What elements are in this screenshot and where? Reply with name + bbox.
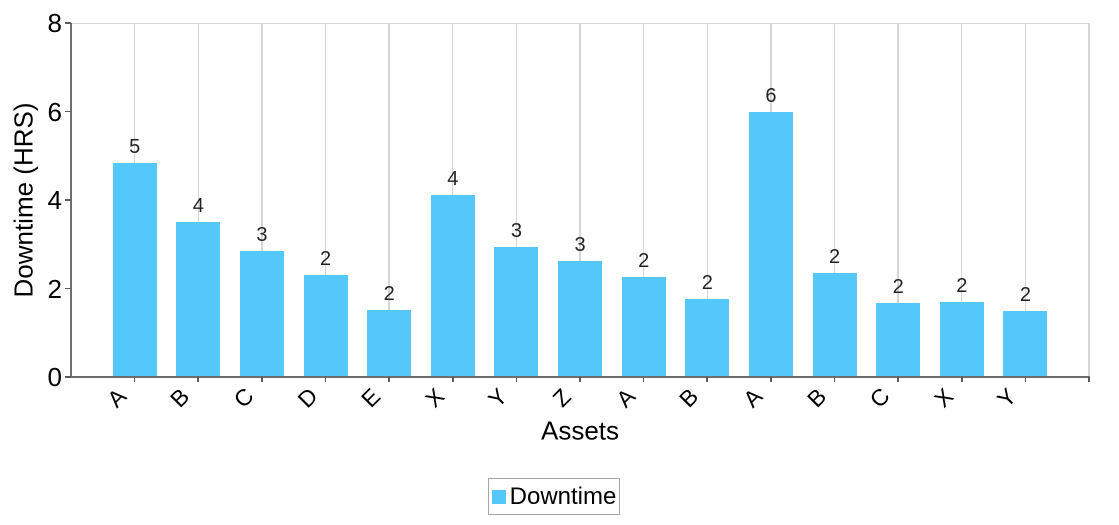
plot-area: 5 4 3 2 2 4 3 3 2 2 6 2 2 2 2: [71, 23, 1090, 377]
y-axis-title: Downtime (HRS): [8, 102, 39, 298]
y-tick-label: 0: [47, 362, 62, 392]
x-axis-tick: [642, 377, 645, 382]
x-axis-tick: [261, 377, 263, 382]
category-gridline: [388, 23, 390, 377]
x-axis-tick: [324, 377, 327, 382]
y-axis-tick: [65, 110, 71, 113]
y-axis-tick: [65, 22, 71, 24]
x-axis-tick: [133, 377, 136, 382]
x-axis-tick: [1088, 377, 1090, 382]
x-category-label: X: [419, 383, 450, 413]
bar-b-9: [685, 299, 730, 377]
bar-c-12: [876, 303, 921, 377]
bar-value-label: 5: [129, 136, 141, 159]
x-category-label: B: [801, 383, 831, 413]
plot-right-border: [1088, 23, 1090, 377]
x-axis-line: [71, 376, 1090, 378]
bar-value-label: 2: [319, 248, 332, 271]
bar-a-0: [112, 163, 157, 377]
bar-b-1: [176, 221, 221, 377]
bar-a-8: [621, 277, 666, 377]
x-category-label: C: [228, 382, 259, 413]
category-gridline: [833, 23, 836, 377]
x-category-label: X: [928, 383, 959, 413]
y-axis-tick: [65, 376, 71, 378]
category-gridline: [961, 23, 963, 377]
x-category-label: D: [292, 382, 323, 413]
bar-x-13: [939, 302, 984, 377]
bar-value-label: 2: [701, 272, 713, 295]
y-tick-label: 8: [47, 8, 62, 38]
bar-value-label: 6: [765, 85, 777, 108]
x-axis-tick: [833, 377, 836, 382]
category-gridline: [897, 23, 899, 377]
x-category-label: B: [674, 383, 704, 413]
bar-c-2: [239, 250, 284, 377]
x-axis-tick: [579, 377, 581, 382]
legend: Downtime: [488, 478, 620, 515]
bar-a-10: [748, 112, 793, 377]
legend-swatch: [491, 489, 506, 504]
bar-z-7: [558, 260, 602, 377]
category-gridline: [706, 23, 708, 377]
bar-value-label: 2: [828, 246, 841, 269]
x-category-label: Z: [547, 383, 576, 412]
x-category-label: Y: [992, 383, 1022, 413]
category-gridline: [261, 23, 263, 377]
bar-value-label: 2: [638, 250, 650, 272]
bar-value-label: 2: [383, 282, 395, 305]
x-axis-title: Assets: [540, 415, 620, 446]
bar-value-label: 3: [256, 223, 268, 246]
bar-value-label: 4: [192, 194, 204, 217]
x-axis-tick: [1024, 377, 1027, 382]
x-axis-tick: [197, 377, 200, 382]
bar-d-3: [303, 275, 348, 377]
x-category-label: C: [864, 382, 895, 413]
y-tick-label: 2: [47, 273, 62, 304]
category-gridline: [1024, 23, 1027, 377]
bar-e-4: [367, 309, 412, 377]
category-gridline: [515, 23, 518, 377]
y-axis-tick: [65, 199, 71, 201]
x-axis-tick: [515, 377, 518, 382]
y-tick-label: 6: [47, 96, 62, 127]
x-category-label: E: [356, 383, 386, 413]
x-category-label: Y: [483, 383, 513, 413]
plot-top-border: [71, 23, 1089, 25]
x-axis-tick: [770, 377, 772, 382]
x-category-label: A: [101, 383, 131, 413]
bar-value-label: 2: [1019, 283, 1031, 306]
x-axis-tick: [897, 377, 899, 382]
category-gridline: [197, 23, 199, 377]
x-axis-tick: [960, 377, 963, 382]
x-axis-tick: [388, 377, 390, 382]
category-gridline: [642, 23, 645, 377]
x-axis-tick: [706, 377, 709, 382]
category-gridline: [324, 23, 327, 377]
bar-y-6: [494, 247, 539, 377]
bar-value-label: 2: [956, 275, 968, 298]
bar-x-5: [430, 194, 475, 377]
bar-value-label: 3: [510, 220, 522, 243]
bar-value-label: 4: [447, 167, 459, 190]
bar-b-11: [812, 273, 857, 377]
bar-value-label: 2: [892, 276, 904, 299]
x-category-label: A: [737, 383, 768, 413]
y-axis-tick: [65, 287, 71, 290]
bar-value-label: 3: [574, 233, 586, 256]
category-gridline: [579, 23, 581, 377]
legend-label: Downtime: [509, 482, 617, 510]
y-tick-label: 4: [47, 185, 62, 215]
x-category-label: A: [610, 383, 640, 413]
bar-y-14: [1003, 310, 1048, 377]
x-axis-tick: [451, 377, 454, 382]
x-category-label: B: [165, 383, 195, 413]
